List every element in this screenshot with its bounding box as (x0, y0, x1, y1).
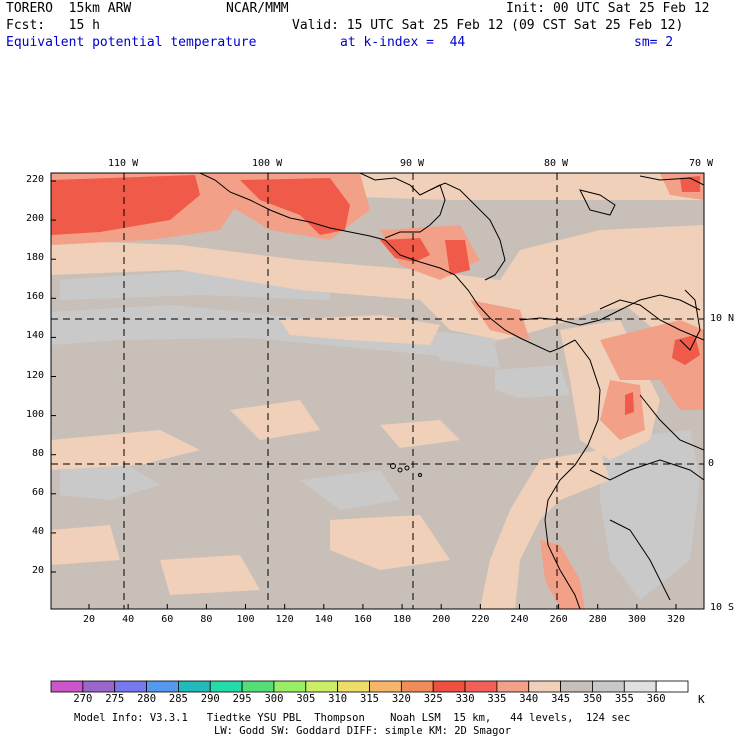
colorbar-label: 310 (328, 693, 348, 705)
colorbar-swatch (337, 680, 370, 693)
colorbar-swatch (146, 680, 179, 693)
peak-field (51, 175, 700, 415)
colorbar-label: 300 (264, 693, 284, 705)
x-tick-label: 120 (275, 614, 294, 625)
colorbar-label: 340 (519, 693, 539, 705)
colorbar-label: 325 (423, 693, 443, 705)
colorbar-swatch (432, 680, 466, 693)
forecast-hour: Fcst: 15 h (6, 18, 100, 33)
y-tick-label: 60 (31, 486, 44, 498)
warm-field (51, 173, 704, 609)
colorbar-label: 270 (73, 693, 93, 705)
plot-frame (50, 172, 705, 610)
colorbar-unit: K (698, 693, 705, 706)
model-name: TORERO 15km ARW (6, 1, 132, 16)
y-tick-label: 140 (25, 330, 44, 342)
colorbar-swatch (369, 680, 402, 693)
y-tick-label: 20 (31, 565, 44, 576)
x-tick-label: 160 (353, 614, 372, 625)
colorbar-swatch (305, 680, 339, 693)
smoothing-info: sm= 2 (634, 35, 674, 50)
lat-label-10s: 10 S (710, 602, 735, 613)
lon-label-100w: 100 W (252, 158, 283, 169)
model-info-line2: LW: Godd SW: Goddard DIFF: simple KM: 2D… (214, 725, 512, 737)
colorbar-swatch (528, 680, 562, 693)
colorbar-swatch (464, 680, 498, 693)
coastlines (199, 173, 704, 609)
colorbar-label: 335 (487, 693, 507, 705)
x-tick-label: 40 (122, 614, 135, 625)
colorbar-label: 345 (551, 693, 571, 705)
colorbar-label: 355 (614, 693, 634, 705)
lon-label-70w: 70 W (689, 158, 714, 169)
colorbar-label: 280 (137, 693, 157, 705)
colorbar-label: 350 (582, 693, 602, 705)
x-tick-label: 280 (588, 614, 607, 625)
colorbar-label: 295 (232, 693, 252, 705)
x-tick-label: 260 (549, 614, 568, 625)
colorbar-swatch (592, 680, 625, 693)
level-info: at k-index = 44 (340, 35, 466, 50)
colorbar-swatch (655, 680, 689, 693)
colorbar-swatch (82, 680, 116, 693)
colorbar-label: 285 (168, 693, 188, 705)
colorbar-label: 315 (360, 693, 379, 705)
x-tick-label: 300 (627, 614, 646, 625)
colorbar-swatch (400, 680, 434, 693)
colorbar-swatch (273, 680, 307, 693)
axis-ticks (51, 180, 677, 609)
lon-label-80w: 80 W (544, 158, 569, 169)
y-tick-label: 200 (25, 213, 44, 225)
lat-label-0: 0 (708, 458, 715, 469)
y-tick-label: 120 (25, 369, 44, 381)
x-tick-label: 60 (161, 614, 174, 625)
colorbar (50, 680, 689, 693)
lat-label-10n: 10 N (710, 313, 735, 324)
colorbar-swatch (496, 680, 530, 693)
x-tick-label: 20 (82, 614, 96, 625)
colorbar-swatch (560, 680, 593, 693)
y-tick-label: 160 (25, 291, 44, 303)
lon-label-90w: 90 W (400, 158, 425, 169)
x-tick-label: 140 (314, 614, 333, 625)
colorbar-label: 305 (296, 693, 316, 705)
colorbar-swatch (623, 680, 657, 693)
y-tick-label: 220 (25, 174, 44, 185)
colorbar-label: 360 (646, 693, 666, 705)
x-tick-label: 100 (236, 614, 255, 625)
colorbar-swatch (114, 680, 147, 693)
lon-label-110w: 110 W (108, 158, 139, 169)
x-tick-label: 240 (510, 614, 529, 625)
colorbar-label: 320 (391, 693, 411, 705)
colorbar-label: 290 (200, 693, 220, 705)
x-tick-label: 220 (471, 614, 490, 625)
colorbar-swatch (241, 680, 275, 693)
graticule (51, 173, 704, 609)
colorbar-swatch (177, 680, 211, 693)
valid-time: Valid: 15 UTC Sat 25 Feb 12 (09 CST Sat … (292, 18, 684, 33)
x-tick-label: 80 (200, 614, 213, 625)
y-tick-label: 100 (25, 408, 44, 420)
colorbar-swatch (50, 680, 84, 693)
x-tick-label: 200 (432, 614, 451, 625)
field-name: Equivalent potential temperature (6, 35, 257, 50)
y-tick-label: 80 (31, 447, 44, 459)
y-tick-label: 40 (31, 525, 44, 537)
x-tick-label: 320 (666, 614, 686, 625)
colorbar-swatch (209, 680, 243, 693)
colorbar-label: 330 (455, 693, 475, 705)
x-tick-label: 180 (393, 614, 412, 625)
colorbar-label: 275 (105, 693, 125, 705)
center-name: NCAR/MMM (226, 1, 289, 16)
model-info-line1: Model Info: V3.3.1 Tiedtke YSU PBL Thomp… (74, 712, 631, 724)
y-tick-label: 180 (25, 252, 44, 264)
init-time: Init: 00 UTC Sat 25 Feb 12 (506, 1, 710, 16)
